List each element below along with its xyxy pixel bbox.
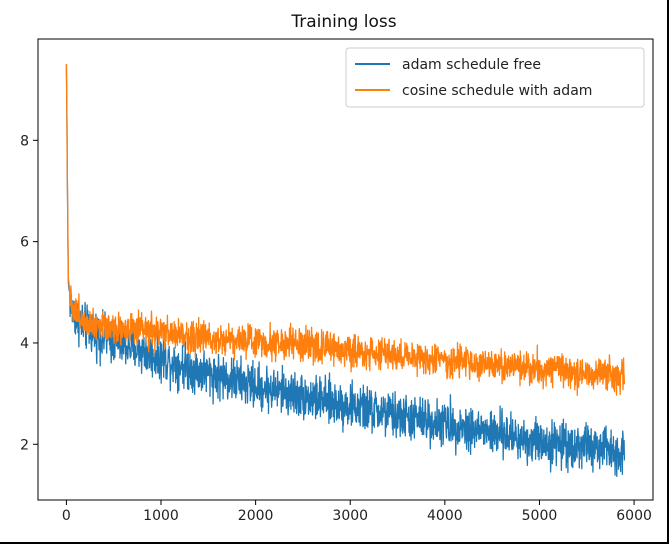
x-tick-label: 0	[62, 508, 71, 524]
y-tick-label: 6	[20, 235, 29, 251]
y-tick-label: 8	[20, 133, 29, 149]
legend-box	[345, 47, 645, 108]
series-line-1	[65, 64, 626, 396]
axes-box	[37, 38, 654, 501]
x-tick-label: 4000	[427, 508, 463, 524]
series-line-0	[65, 64, 626, 478]
x-tick-label: 6000	[616, 508, 652, 524]
legend-label-1: cosine schedule with adam	[402, 83, 592, 99]
x-tick-label: 5000	[522, 508, 558, 524]
y-axis: 2 4 6 8	[20, 133, 38, 453]
x-tick-label: 3000	[332, 508, 368, 524]
legend-label-0: adam schedule free	[402, 57, 541, 73]
y-tick-label: 4	[20, 336, 29, 352]
x-axis: 0 1000 2000 3000 4000 5000 6000	[62, 500, 652, 524]
plot-lines	[65, 64, 626, 478]
legend: adam schedule free cosine schedule with a…	[345, 47, 645, 108]
chart-title: Training loss	[290, 12, 396, 32]
y-tick-label: 2	[20, 437, 29, 453]
x-tick-label: 1000	[143, 508, 179, 524]
x-tick-label: 2000	[238, 508, 274, 524]
